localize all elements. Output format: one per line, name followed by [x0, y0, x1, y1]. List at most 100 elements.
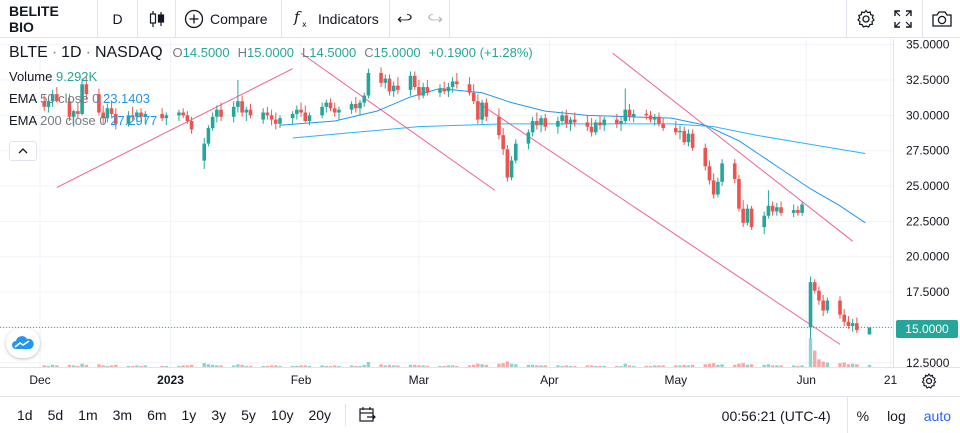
- candle-body: [273, 119, 278, 124]
- candle: [598, 115, 602, 130]
- candle-body: [568, 119, 573, 124]
- candle-body: [295, 109, 299, 114]
- range-1d-button[interactable]: 1d: [17, 407, 33, 423]
- candle: [379, 67, 383, 88]
- legend-ema200-row[interactable]: EMA 200 close 0 27.2977: [9, 113, 158, 128]
- symbol-search-button[interactable]: BELITE BIO: [0, 0, 98, 38]
- candle-body: [766, 205, 771, 216]
- price-chart[interactable]: 35.0000 32.5000 30.0000 27.5000 25.0000 22.50…: [0, 39, 960, 396]
- candle-body: [749, 208, 754, 228]
- volume-bar: [206, 364, 211, 367]
- volume-bar: [396, 365, 400, 367]
- axis-settings-button[interactable]: [918, 370, 940, 392]
- fullscreen-button[interactable]: [884, 0, 922, 38]
- time-tick-label: Feb: [291, 373, 312, 387]
- screenshot-button[interactable]: [922, 0, 960, 38]
- range-1m-button[interactable]: 1m: [78, 407, 98, 423]
- log-scale-toggle[interactable]: log: [887, 407, 906, 424]
- chart-type-button[interactable]: [138, 0, 176, 38]
- volume-bar: [379, 364, 383, 367]
- candle: [779, 201, 783, 216]
- candle: [295, 105, 299, 120]
- candle: [850, 318, 855, 332]
- volume-bar: [842, 362, 846, 367]
- candle: [55, 87, 59, 103]
- range-5y-button[interactable]: 5y: [241, 407, 256, 423]
- candle: [164, 112, 169, 126]
- volume-bar: [707, 363, 712, 367]
- chart-legend: BLTE · 1D · NASDAQ O14.5000 H15.0000 L14…: [9, 44, 533, 128]
- candle-body: [67, 101, 72, 117]
- candle-body: [421, 87, 425, 96]
- clock-timezone[interactable]: 00:56:21 (UTC-4): [721, 407, 831, 424]
- legend-volume-row[interactable]: Volume 9.292K: [9, 69, 98, 84]
- indicators-button[interactable]: f x Indicators: [282, 0, 390, 38]
- legend-high: H15.0000: [237, 45, 295, 60]
- candle-body: [657, 116, 661, 124]
- candle-body: [598, 122, 602, 126]
- candle-body: [353, 104, 358, 109]
- volume-bar: [623, 363, 627, 367]
- auto-scale-toggle[interactable]: auto: [923, 407, 951, 424]
- candle: [631, 109, 636, 123]
- candle: [673, 121, 678, 136]
- volume-bar: [821, 361, 825, 367]
- legend-collapse-button[interactable]: [9, 141, 37, 161]
- volume-bar: [594, 365, 598, 367]
- tradingview-logo[interactable]: [6, 328, 40, 358]
- candle-body: [42, 101, 47, 107]
- candle-body: [539, 118, 543, 126]
- volume-bar: [690, 364, 695, 367]
- range-20y-button[interactable]: 20y: [308, 407, 332, 423]
- candle: [707, 160, 712, 185]
- legend-change: +0.1900 (+1.28%): [428, 45, 533, 60]
- interval-button[interactable]: D: [98, 0, 138, 38]
- undo-icon[interactable]: [397, 11, 413, 27]
- go-to-date-button[interactable]: [354, 406, 380, 424]
- ema200-line: [292, 123, 866, 155]
- range-10y-button[interactable]: 10y: [270, 407, 294, 423]
- candle: [353, 96, 358, 113]
- candle: [202, 137, 207, 170]
- compare-button[interactable]: Compare: [176, 0, 282, 38]
- candle-body: [535, 121, 539, 126]
- volume-bar: [678, 365, 682, 367]
- candle-body: [328, 102, 333, 109]
- volume-bar: [526, 364, 531, 367]
- candle: [623, 88, 628, 124]
- legend-symbol[interactable]: BLTE: [9, 44, 48, 61]
- time-tick-label: Dec: [29, 373, 50, 387]
- redo-icon[interactable]: [427, 11, 443, 27]
- settings-button[interactable]: [846, 0, 884, 38]
- candle: [732, 159, 737, 184]
- candle: [324, 99, 329, 113]
- candle: [450, 77, 455, 93]
- legend-ema50-row[interactable]: EMA 50 close 0 23.1403: [9, 91, 150, 106]
- channel-lines: [56, 52, 853, 345]
- interval-label: D: [112, 10, 123, 27]
- indicators-label: Indicators: [318, 10, 379, 27]
- volume-bar: [139, 365, 143, 367]
- candle: [438, 84, 442, 97]
- symbol-name: BELITE BIO: [9, 2, 59, 35]
- candle-body: [290, 113, 295, 119]
- time-tick-label: Jun: [797, 373, 816, 387]
- price-tick-label: 27.5000: [906, 144, 950, 158]
- last-price-tag: 15.0000: [896, 320, 958, 338]
- volume-bar: [509, 363, 514, 367]
- range-3m-button[interactable]: 3m: [112, 407, 133, 423]
- range-6m-button[interactable]: 6m: [147, 407, 167, 423]
- volume-bar: [202, 363, 206, 367]
- candle-body: [560, 115, 564, 121]
- volume-bar: [236, 364, 240, 367]
- candle: [248, 104, 253, 119]
- range-1y-button[interactable]: 1y: [181, 407, 197, 423]
- range-3y-button[interactable]: 3y: [211, 407, 227, 423]
- candle: [539, 115, 543, 133]
- range-5d-button[interactable]: 5d: [47, 407, 64, 423]
- fullscreen-icon: [894, 10, 912, 28]
- volume-bar: [219, 365, 223, 367]
- percent-scale-toggle[interactable]: %: [846, 397, 878, 433]
- candle-body: [737, 178, 741, 209]
- volume-bar: [455, 365, 459, 367]
